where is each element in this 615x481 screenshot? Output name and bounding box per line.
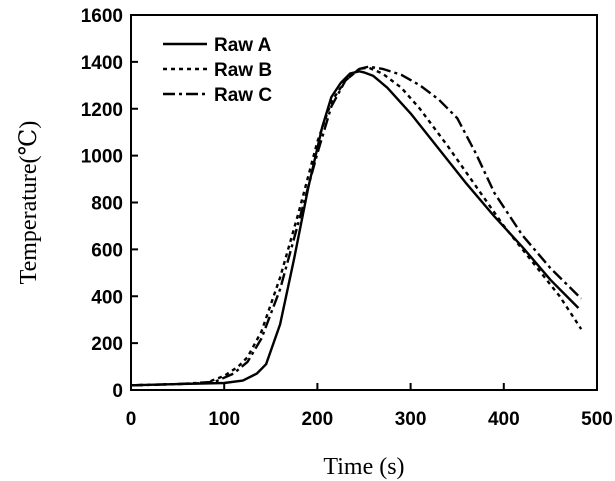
y-tick-label: 1600: [81, 6, 123, 27]
x-tick-label: 100: [208, 409, 240, 430]
x-tick-label: 0: [126, 409, 137, 430]
plot-frame: [130, 14, 598, 391]
y-tick-label: 400: [91, 287, 123, 308]
x-tick-label: 400: [488, 409, 520, 430]
x-tick-label: 500: [581, 409, 613, 430]
series-line-raw-c: [130, 65, 583, 387]
legend-label: Raw C: [214, 85, 272, 106]
legend-label: Raw B: [214, 60, 272, 81]
y-axis-title: Temperature(℃): [16, 121, 42, 285]
x-tick-label: 200: [302, 409, 334, 430]
y-axis-ticks: 0 200 400 600 800 1000 1200 1400 1600: [81, 6, 138, 402]
series-lines: [130, 65, 583, 387]
series-line-raw-a: [130, 70, 580, 387]
legend: Raw A Raw B Raw C: [163, 35, 272, 106]
x-axis-title: Time (s): [323, 454, 404, 480]
y-tick-label: 800: [91, 194, 123, 215]
series-line-raw-b: [130, 66, 583, 387]
y-tick-label: 1400: [81, 53, 123, 74]
y-tick-label: 600: [91, 240, 123, 261]
y-tick-label: 1000: [81, 147, 123, 168]
y-tick-label: 0: [112, 381, 123, 402]
legend-label: Raw A: [214, 35, 272, 56]
y-tick-label: 1200: [81, 100, 123, 121]
x-tick-label: 300: [395, 409, 427, 430]
y-tick-label: 200: [91, 334, 123, 355]
